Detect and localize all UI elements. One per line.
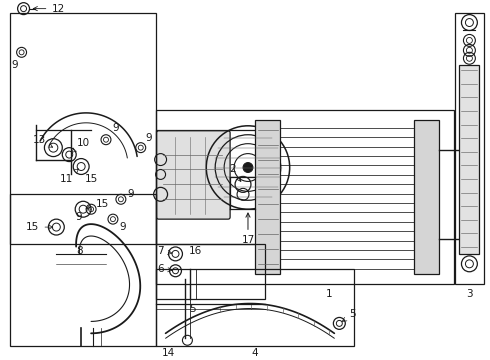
Text: 14: 14	[162, 348, 175, 358]
Bar	[10, 13, 156, 244]
Polygon shape	[255, 120, 280, 274]
Text: 3: 3	[466, 289, 473, 298]
Text: 2: 2	[229, 165, 241, 181]
Text: 8: 8	[76, 246, 82, 256]
Text: 1: 1	[326, 289, 333, 298]
Text: 12: 12	[33, 4, 65, 14]
Text: 17: 17	[242, 213, 255, 245]
Text: 11: 11	[60, 169, 78, 184]
Text: 10: 10	[72, 138, 90, 152]
Circle shape	[243, 163, 253, 172]
Text: 9: 9	[120, 222, 126, 232]
Bar	[156, 130, 265, 244]
Bar	[156, 269, 354, 346]
Text: 15: 15	[87, 199, 109, 209]
Text: 6: 6	[157, 264, 172, 274]
FancyBboxPatch shape	[157, 131, 230, 219]
Text: 9: 9	[113, 123, 119, 133]
Polygon shape	[414, 120, 439, 274]
Bar	[156, 110, 454, 284]
Text: 9: 9	[146, 133, 152, 143]
Bar	[156, 244, 265, 298]
Text: 4: 4	[252, 348, 258, 358]
Text: 13: 13	[33, 135, 53, 147]
Polygon shape	[460, 65, 479, 254]
Text: 9: 9	[11, 60, 18, 70]
Text: 5: 5	[189, 303, 196, 314]
Text: 16: 16	[189, 246, 202, 256]
Bar	[10, 194, 156, 346]
Text: 9: 9	[76, 212, 82, 222]
Text: 7: 7	[157, 246, 172, 256]
Bar	[455, 13, 484, 284]
Text: 9: 9	[127, 189, 134, 199]
Text: 15: 15	[84, 175, 98, 184]
Text: 5: 5	[343, 310, 356, 321]
Text: 15: 15	[26, 222, 53, 232]
